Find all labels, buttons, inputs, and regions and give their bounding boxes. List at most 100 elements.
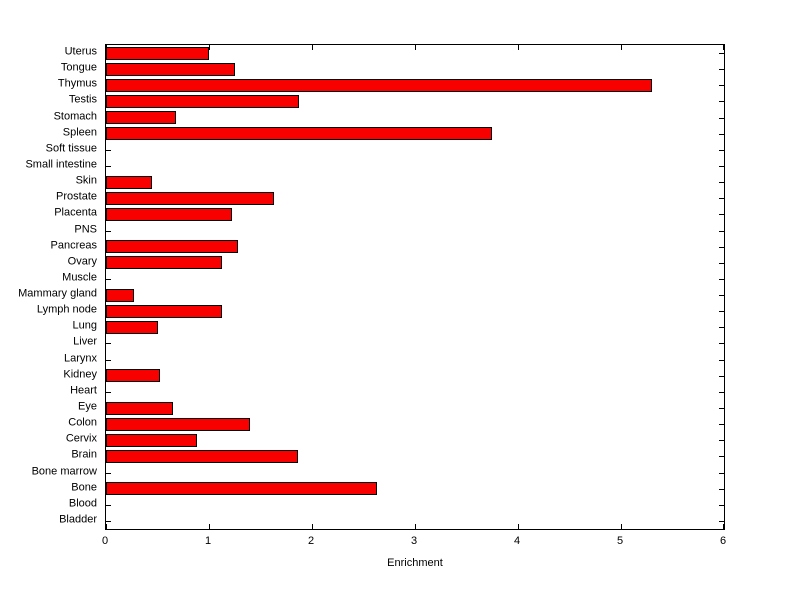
y-tick-mark [719,231,724,232]
ytick-label-bladder: Bladder [59,513,97,526]
ytick-label-eye: Eye [78,400,97,413]
y-tick-mark [719,101,724,102]
y-tick-mark [719,198,724,199]
y-tick-mark [106,279,111,280]
bar-testis [106,95,299,108]
y-tick-mark [719,376,724,377]
xtick-label-3: 3 [410,535,418,547]
x-tick-mark [723,524,724,529]
y-tick-mark [106,231,111,232]
x-tick-mark [209,45,210,50]
plot-area [105,44,725,530]
ytick-label-lymph-node: Lymph node [36,303,97,316]
ytick-label-skin: Skin [75,174,97,187]
y-tick-mark [106,505,111,506]
bar-tongue [106,63,235,76]
ytick-label-uterus: Uterus [64,45,97,58]
ytick-label-tongue: Tongue [60,61,97,74]
y-tick-mark [719,505,724,506]
bar-stomach [106,111,176,124]
ytick-label-spleen: Spleen [62,126,97,139]
x-axis-label: Enrichment [387,557,443,569]
bar-lung [106,321,158,334]
ytick-label-small-intestine: Small intestine [25,158,97,171]
y-tick-mark [719,392,724,393]
bar-mammary-gland [106,289,134,302]
y-tick-mark [719,53,724,54]
y-tick-mark [719,473,724,474]
bar-lymph-node [106,305,222,318]
ytick-label-stomach: Stomach [53,110,97,123]
x-tick-mark [518,524,519,529]
bar-thymus [106,79,652,92]
bar-placenta [106,208,232,221]
ytick-label-ovary: Ovary [67,255,97,268]
ytick-label-larynx: Larynx [63,352,97,365]
bar-prostate [106,192,274,205]
y-tick-mark [719,85,724,86]
ytick-label-bone-marrow: Bone marrow [31,465,97,478]
x-tick-mark [723,45,724,50]
bar-brain [106,450,298,463]
y-tick-mark [719,214,724,215]
xtick-label-4: 4 [513,535,521,547]
ytick-label-blood: Blood [68,497,97,510]
y-tick-mark [719,311,724,312]
xtick-label-5: 5 [616,535,624,547]
ytick-label-testis: Testis [68,93,97,106]
y-tick-mark [719,69,724,70]
bar-uterus [106,47,209,60]
bar-skin [106,176,152,189]
x-tick-mark [312,524,313,529]
ytick-label-kidney: Kidney [63,368,97,381]
y-tick-mark [719,360,724,361]
bar-pancreas [106,240,238,253]
y-tick-mark [719,424,724,425]
x-tick-mark [106,524,107,529]
x-tick-mark [518,45,519,50]
bar-ovary [106,256,222,269]
ytick-label-soft-tissue: Soft tissue [45,142,97,155]
y-tick-mark [719,295,724,296]
x-tick-mark [415,45,416,50]
y-tick-mark [719,408,724,409]
y-tick-mark [719,263,724,264]
bar-cervix [106,434,197,447]
xtick-label-2: 2 [307,535,315,547]
ytick-label-mammary-gland: Mammary gland [18,287,97,300]
x-tick-mark [621,45,622,50]
ytick-label-pns: PNS [74,223,97,236]
y-tick-mark [719,327,724,328]
ytick-label-lung: Lung [72,319,97,332]
x-tick-mark [209,524,210,529]
y-tick-mark [719,150,724,151]
ytick-label-prostate: Prostate [56,190,97,203]
y-tick-mark [106,343,111,344]
ytick-label-colon: Colon [68,416,97,429]
bar-eye [106,402,173,415]
ytick-label-brain: Brain [71,448,97,461]
y-tick-mark [719,440,724,441]
bar-colon [106,418,250,431]
x-tick-mark [621,524,622,529]
bar-bone [106,482,377,495]
ytick-label-pancreas: Pancreas [50,239,97,252]
y-tick-mark [719,456,724,457]
xtick-label-0: 0 [101,535,109,547]
y-axis-tick-labels: Uterus Tongue Thymus Testis Stomach Spleen Sof… [0,44,101,530]
y-tick-mark [719,489,724,490]
xtick-label-6: 6 [719,535,727,547]
ytick-label-muscle: Muscle [62,271,97,284]
y-tick-mark [719,118,724,119]
ytick-label-placenta: Placenta [54,206,97,219]
x-tick-mark [106,45,107,50]
y-tick-mark [106,473,111,474]
ytick-label-bone: Bone [71,481,97,494]
y-tick-mark [719,134,724,135]
ytick-label-cervix: Cervix [65,432,97,445]
xtick-label-1: 1 [204,535,212,547]
y-tick-mark [719,247,724,248]
y-tick-mark [719,343,724,344]
ytick-label-liver: Liver [73,335,97,348]
